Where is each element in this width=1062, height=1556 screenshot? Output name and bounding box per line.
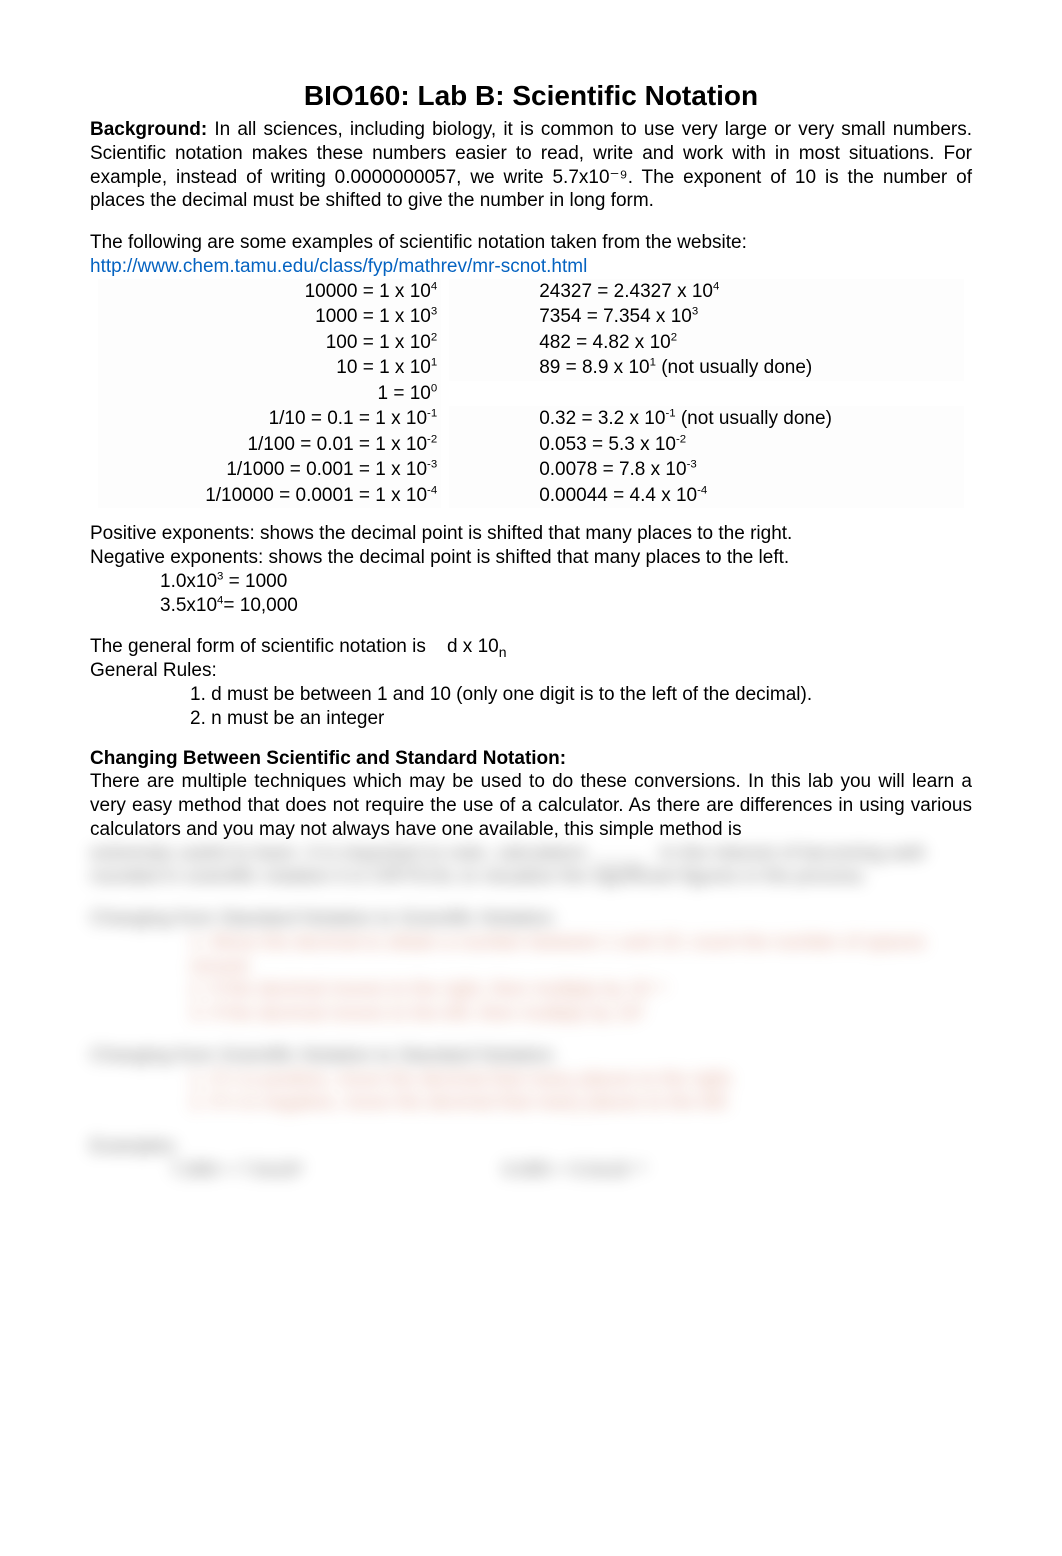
- blur-examples-heading: Examples:: [90, 1135, 972, 1159]
- table-cell-left: 10000 = 1 x 104: [98, 279, 441, 305]
- table-row: 10 = 1 x 101 89 = 8.9 x 101 (not usually …: [98, 355, 964, 381]
- blur-section2-heading: Changing from Scientific Notation to Sta…: [90, 1044, 972, 1068]
- table-row: 1/10000 = 0.0001 = 1 x 10-4 0.00044 = 4.4…: [98, 483, 964, 509]
- blur-line-2: rounded in scientific notation it is CRI…: [90, 865, 972, 889]
- table-cell-right: 24327 = 2.4327 x 104: [449, 279, 964, 305]
- table-cell-left: 1/10 = 0.1 = 1 x 10-1: [98, 406, 441, 432]
- table-cell-right: 7354 = 7.354 x 103: [449, 304, 964, 330]
- table-cell-left: 1/100 = 0.01 = 1 x 10-2: [98, 432, 441, 458]
- table-row: 100 = 1 x 102 482 = 4.82 x 102: [98, 330, 964, 356]
- rule-2: 2. n must be an integer: [190, 707, 972, 731]
- table-row: 1/100 = 0.01 = 1 x 10-2 0.053 = 5.3 x 10-…: [98, 432, 964, 458]
- table-cell-left: 1/10000 = 0.0001 = 1 x 10-4: [98, 483, 441, 509]
- table-row: 1 = 100: [98, 381, 964, 407]
- website-intro: The following are some examples of scien…: [90, 231, 972, 255]
- table-cell-right: 482 = 4.82 x 102: [449, 330, 964, 356]
- table-row: 10000 = 1 x 104 24327 = 2.4327 x 104: [98, 279, 964, 305]
- background-label: Background:: [90, 119, 207, 140]
- blurred-content: extremely useful to learn. It is importa…: [90, 842, 972, 1183]
- table-cell-left: 1 = 100: [98, 381, 441, 407]
- notation-table: 10000 = 1 x 10424327 = 2.4327 x 1041000 …: [90, 279, 972, 509]
- changing-paragraph: There are multiple techniques which may …: [90, 770, 972, 841]
- table-cell-right: [449, 381, 964, 407]
- blur-sec2-item1: 1. If n is positive, move the decimal th…: [190, 1068, 972, 1092]
- table-cell-right: 0.00044 = 4.4 x 10-4: [449, 483, 964, 509]
- website-link[interactable]: http://www.chem.tamu.edu/class/fyp/mathr…: [90, 256, 587, 277]
- table-cell-left: 1/1000 = 0.001 = 1 x 10-3: [98, 457, 441, 483]
- table-cell-left: 1000 = 1 x 103: [98, 304, 441, 330]
- changing-heading: Changing Between Scientific and Standard…: [90, 748, 972, 770]
- table-cell-left: 100 = 1 x 102: [98, 330, 441, 356]
- page-title: BIO160: Lab B: Scientific Notation: [90, 80, 972, 112]
- blur-sec1-item1a: 1. Move the decimal to obtain a number b…: [190, 931, 972, 955]
- example-a: 1.0x103 = 1000: [160, 570, 972, 594]
- table-cell-right: 0.32 = 3.2 x 10-1 (not usually done): [449, 406, 964, 432]
- background-text: In all sciences, including biology, it i…: [90, 119, 972, 211]
- table-row: 1/10 = 0.1 = 1 x 10-1 0.32 = 3.2 x 10-1 (…: [98, 406, 964, 432]
- negative-exponents-line: Negative exponents: shows the decimal po…: [90, 546, 972, 570]
- table-cell-right: 0.0078 = 7.8 x 10-3: [449, 457, 964, 483]
- blur-example-left: 7,000 = 7.0x10³: [170, 1159, 303, 1183]
- table-cell-left: 10 = 1 x 101: [98, 355, 441, 381]
- general-form: The general form of scientific notation …: [90, 635, 972, 659]
- general-rules-label: General Rules:: [90, 659, 972, 683]
- blur-sec2-item2: 2. If n is negative, move the decimal th…: [190, 1091, 972, 1115]
- blur-example-right: 0.005 = 5.0x10⁻³: [503, 1159, 646, 1183]
- rule-1: 1. d must be between 1 and 10 (only one …: [190, 683, 972, 707]
- example-b: 3.5x104= 10,000: [160, 594, 972, 618]
- blur-line-1: extremely useful to learn. It is importa…: [90, 842, 972, 866]
- positive-exponents-line: Positive exponents: shows the decimal po…: [90, 522, 972, 546]
- table-row: 1000 = 1 x 103 7354 = 7.354 x 103: [98, 304, 964, 330]
- table-cell-right: 0.053 = 5.3 x 10-2: [449, 432, 964, 458]
- table-row: 1/1000 = 0.001 = 1 x 10-3 0.0078 = 7.8 x …: [98, 457, 964, 483]
- background-paragraph: Background: In all sciences, including b…: [90, 118, 972, 213]
- blur-section1-heading: Changing from Standard Notation to Scien…: [90, 907, 972, 931]
- blur-sec1-item2: 2. If the decimal moves to the right, th…: [190, 978, 972, 1002]
- blur-sec1-item1b: moved.: [190, 955, 972, 979]
- blur-sec1-item3: 3. If the decimal moves to the left, the…: [190, 1002, 972, 1026]
- table-cell-right: 89 = 8.9 x 101 (not usually done): [449, 355, 964, 381]
